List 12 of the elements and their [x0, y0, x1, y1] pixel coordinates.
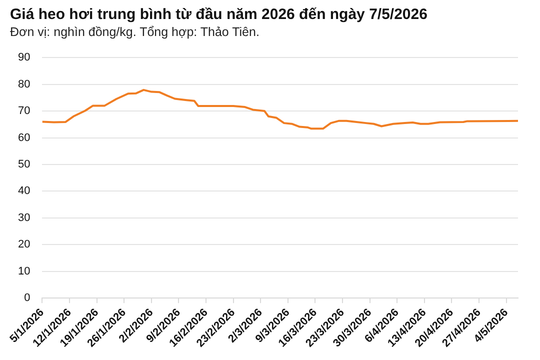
y-tick-label: 10 [18, 265, 30, 278]
chart-subtitle: Đơn vị: nghìn đồng/kg. Tổng hợp: Thảo Tiên. [10, 25, 260, 39]
y-tick-label: 30 [18, 212, 30, 224]
chart-title: Giá heo hơi trung bình từ đầu năm 2026 đến ngày 7/5/2026 [10, 6, 428, 23]
y-tick-label: 20 [18, 238, 30, 251]
y-tick-label: 80 [18, 78, 30, 90]
y-tick-label: 60 [18, 132, 30, 144]
y-tick-label: 50 [18, 158, 30, 171]
y-tick-label: 40 [18, 185, 30, 198]
y-tick-label: 0 [24, 292, 30, 304]
y-tick-label: 70 [18, 105, 30, 118]
y-tick-label: 90 [18, 52, 30, 64]
